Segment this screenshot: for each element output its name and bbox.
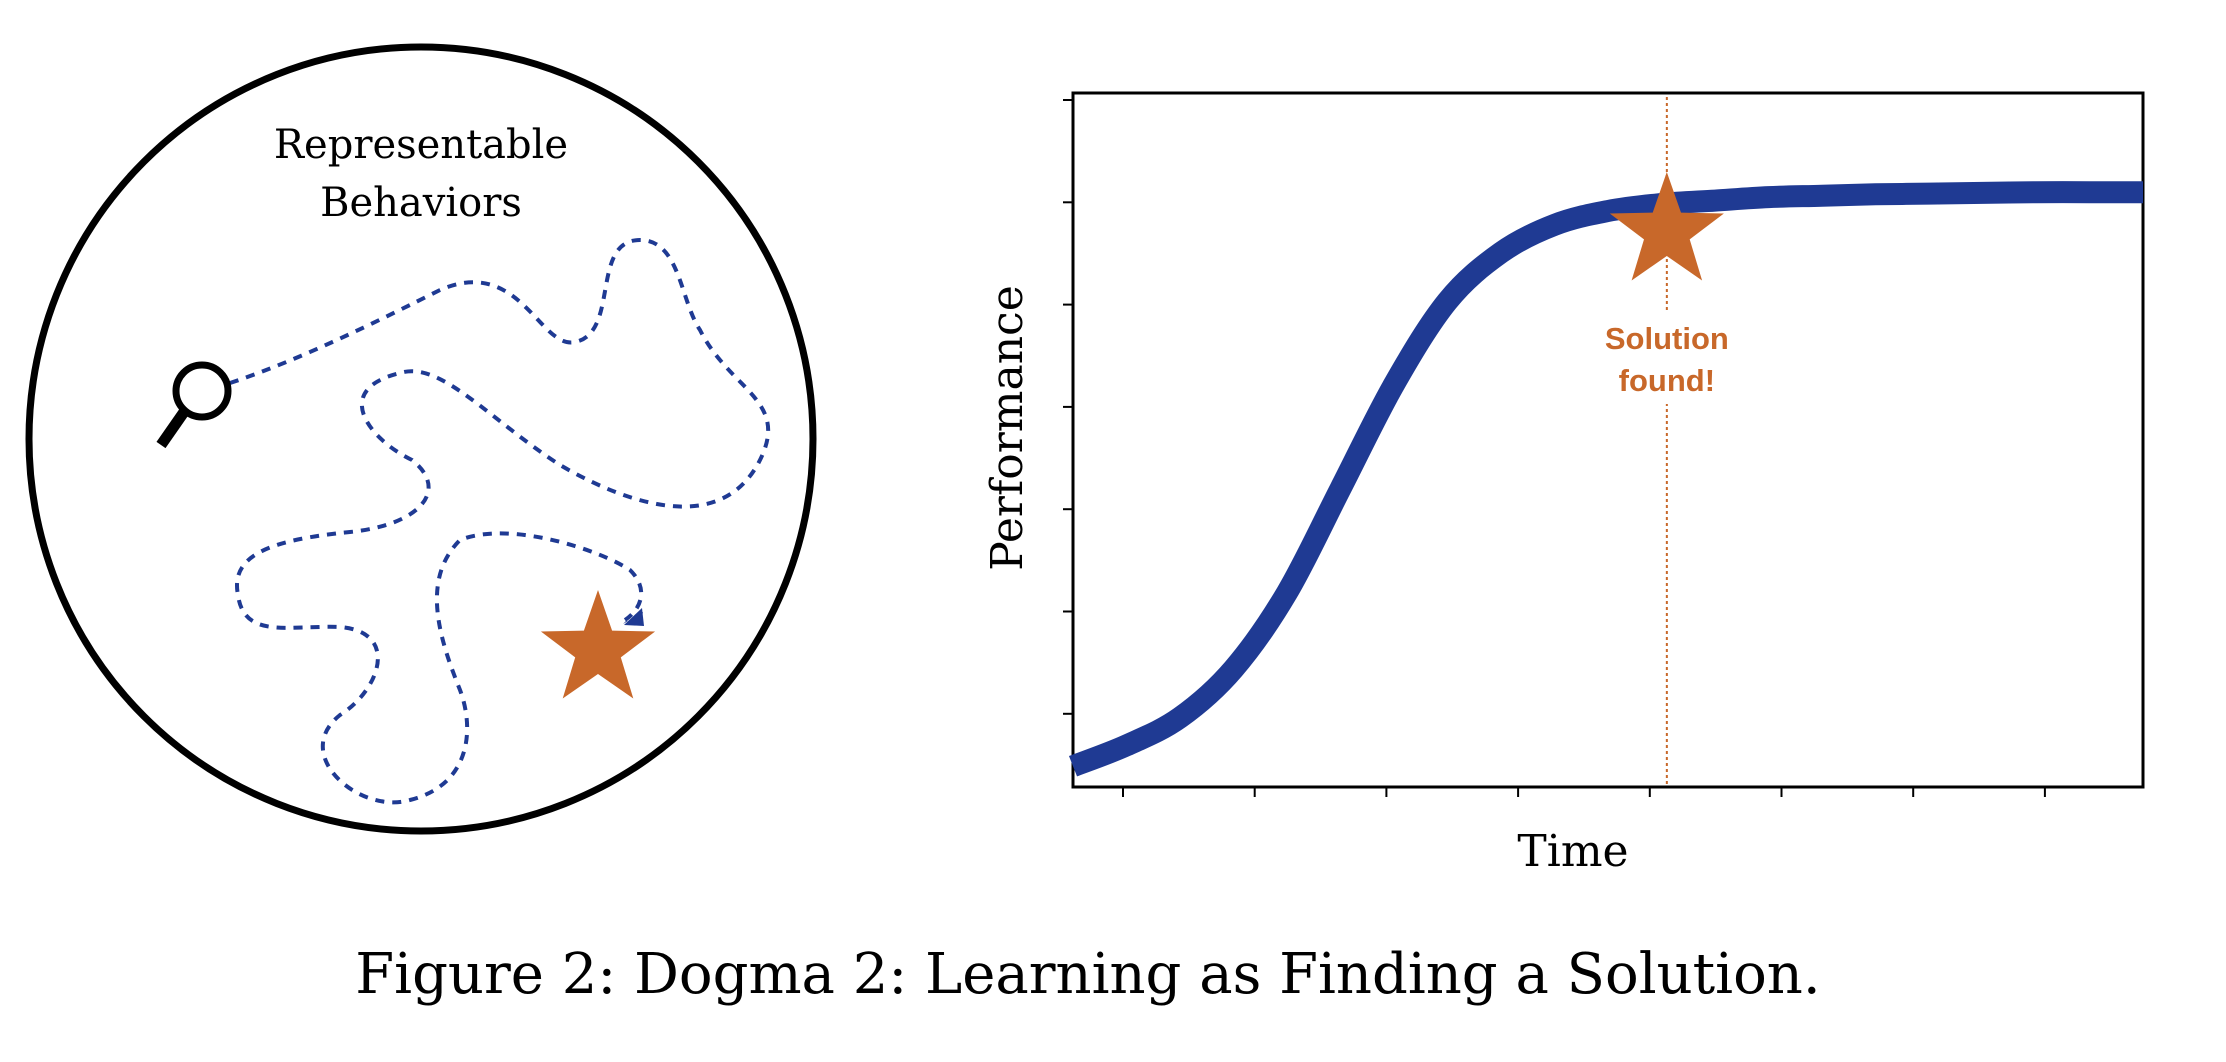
performance-curve <box>1068 181 2143 777</box>
search-path <box>229 237 771 805</box>
magnifying-glass-icon <box>156 361 232 449</box>
y-axis-label: Performance <box>982 285 1033 570</box>
behavior-space-circle <box>25 43 817 835</box>
performance-chart: Solution found! Time Performance <box>982 91 2145 877</box>
y-axis-ticks <box>1063 99 1073 715</box>
figure-caption: Figure 2: Dogma 2: Learning as Finding a… <box>355 942 1820 1007</box>
x-axis-label: Time <box>1517 826 1628 877</box>
behavior-space-label-line1: Representable <box>274 122 568 168</box>
solution-found-label-line1: Solution <box>1605 321 1729 356</box>
solution-star-icon <box>540 590 656 699</box>
search-path-arrow-tip <box>624 608 644 626</box>
behavior-space-label-line2: Behaviors <box>320 180 522 226</box>
x-axis-ticks <box>1122 787 2046 797</box>
representable-behaviors-diagram: Representable Behaviors <box>25 43 817 835</box>
plot-frame <box>1071 91 2145 789</box>
solution-found-label-line2: found! <box>1619 363 1715 398</box>
solution-star-icon <box>1609 172 1724 281</box>
annotation-background <box>1591 312 1742 404</box>
